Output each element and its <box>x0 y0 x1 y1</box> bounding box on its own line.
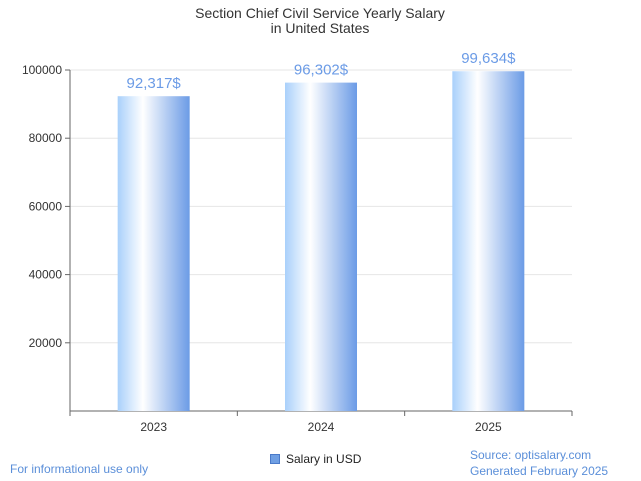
legend-swatch <box>270 454 280 464</box>
x-tick-label-2024: 2024 <box>308 420 335 434</box>
generated-text: Generated February 2025 <box>470 464 609 478</box>
bar-2024 <box>285 82 357 412</box>
x-tick-label-2025: 2025 <box>475 420 502 434</box>
legend-label: Salary in USD <box>286 452 362 466</box>
x-axis-ticks: 2023 2024 2025 <box>69 411 573 434</box>
y-tick-label-100000: 100000 <box>22 63 62 77</box>
value-label-2023: 92,317$ <box>127 75 182 92</box>
bar-2023 <box>117 96 190 411</box>
source-block: Source: optisalary.com Generated Februar… <box>470 447 608 479</box>
y-tick-label-60000: 60000 <box>29 199 63 213</box>
chart-title-line-1: Section Chief Civil Service Yearly Salar… <box>195 5 445 21</box>
x-tick-label-2023: 2023 <box>140 420 167 434</box>
y-tick-label-40000: 40000 <box>29 268 63 282</box>
y-tick-label-80000: 80000 <box>29 131 63 145</box>
chart-title-line-2: in United States <box>271 20 370 36</box>
y-tick-label-20000: 20000 <box>29 336 63 350</box>
value-labels: 92,317$ 96,302$ 99,634$ <box>127 50 517 92</box>
value-label-2025: 99,634$ <box>461 50 516 67</box>
value-label-2024: 96,302$ <box>294 62 349 79</box>
y-axis-ticks: 20000 40000 60000 80000 100000 <box>22 63 70 350</box>
bars <box>117 71 525 412</box>
bar-2025 <box>452 71 525 412</box>
source-text: Source: optisalary.com <box>470 448 592 462</box>
disclaimer-text: For informational use only <box>10 462 149 476</box>
legend: Salary in USD <box>270 452 361 466</box>
